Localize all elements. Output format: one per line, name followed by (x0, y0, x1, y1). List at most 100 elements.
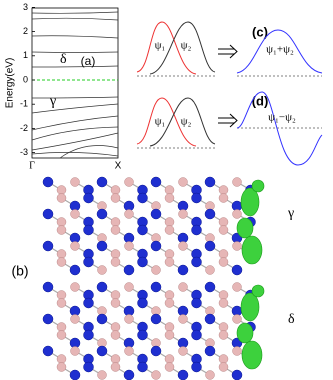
atom (70, 177, 80, 187)
panel-label: (a) (81, 54, 96, 68)
state-label: γ (49, 94, 56, 109)
atom (83, 329, 94, 341)
atom (97, 265, 107, 275)
atom (56, 298, 67, 308)
atom (204, 208, 216, 220)
atom (137, 361, 148, 373)
atom (110, 225, 121, 235)
atom (218, 354, 229, 364)
atom (218, 257, 229, 267)
orbital-blob (236, 217, 254, 239)
atom (124, 346, 134, 356)
atom (218, 193, 229, 203)
arrow (218, 113, 238, 128)
atom (70, 209, 80, 219)
atom (150, 313, 162, 325)
atom (96, 345, 108, 357)
panel-label: (b) (11, 263, 28, 279)
atom (110, 354, 121, 364)
atom (42, 345, 54, 357)
atom (110, 249, 121, 259)
atom (83, 297, 94, 309)
atom (151, 370, 161, 380)
atom (178, 346, 188, 356)
atom (191, 192, 202, 204)
atom (218, 225, 229, 235)
atom (56, 193, 67, 203)
atom (56, 290, 67, 300)
atom (56, 354, 67, 364)
y-tick-label: 0 (23, 74, 28, 84)
atom (96, 176, 108, 188)
atom (110, 322, 121, 332)
atom (83, 192, 94, 204)
x-label: X (115, 161, 122, 172)
atom (178, 241, 188, 251)
atom (83, 361, 94, 373)
atom (177, 369, 189, 380)
atom (137, 192, 148, 204)
atom (42, 313, 54, 325)
psi1-curve (136, 97, 197, 147)
atom (137, 329, 148, 341)
atom (124, 314, 134, 324)
atom (137, 297, 148, 309)
atom (123, 264, 135, 276)
lattice-panel (42, 176, 265, 380)
atom (177, 264, 189, 276)
atom (56, 225, 67, 235)
atom (150, 208, 162, 220)
plot-frame (31, 7, 119, 159)
atom (69, 369, 81, 380)
atom (42, 240, 54, 252)
difference-curve (236, 91, 323, 166)
psi2-curve (149, 21, 216, 75)
atom (164, 193, 175, 203)
atom (232, 241, 242, 251)
atom (110, 298, 121, 308)
atom (204, 313, 216, 325)
atom (231, 369, 243, 380)
psi-label: ψ₂ (181, 116, 192, 128)
orbital-blob (236, 322, 254, 344)
band-lines (31, 11, 119, 159)
atom (178, 314, 188, 324)
atom (218, 249, 229, 259)
atom (56, 217, 67, 227)
atom (70, 282, 80, 292)
atom (232, 177, 242, 187)
atom (137, 224, 148, 236)
psi-label: ψ₁−ψ₂ (268, 112, 296, 124)
y-tick-label: 3 (23, 2, 28, 12)
atom (151, 265, 161, 275)
atom (178, 282, 188, 292)
atom (110, 217, 121, 227)
sum-curve (236, 29, 323, 74)
atom (110, 257, 121, 267)
atom (205, 265, 215, 275)
y-tick-label: -1 (20, 99, 28, 109)
psi-label: ψ₁ (155, 40, 166, 52)
y-tick-label: -3 (20, 147, 28, 157)
atom (218, 185, 229, 195)
atom (70, 241, 80, 251)
atom (232, 282, 242, 292)
atom (150, 176, 162, 188)
atom (124, 282, 134, 292)
atom (218, 330, 229, 340)
atom (56, 185, 67, 195)
atom (69, 264, 81, 276)
atom (191, 256, 202, 268)
atom (204, 240, 216, 252)
atom (110, 193, 121, 203)
atom (164, 362, 175, 372)
atom (204, 176, 216, 188)
atom (218, 362, 229, 372)
atom (124, 177, 134, 187)
atom (96, 208, 108, 220)
atom (204, 345, 216, 357)
panel-label: (c) (252, 24, 268, 39)
y-tick-label: -2 (20, 123, 28, 133)
state-label: δ (288, 312, 295, 327)
atom (97, 370, 107, 380)
